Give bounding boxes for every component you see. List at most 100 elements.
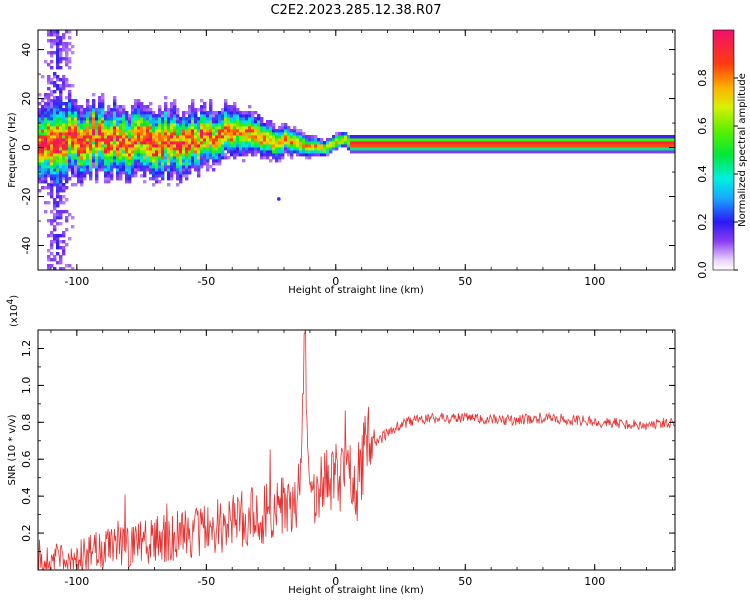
heatmap-cell <box>248 129 252 133</box>
heatmap-cell <box>455 150 459 154</box>
heatmap-cell <box>47 123 51 127</box>
heatmap-cell <box>197 147 201 151</box>
heatmap-cell <box>182 135 186 139</box>
heatmap-cell <box>218 150 222 154</box>
heatmap-cell <box>392 138 396 142</box>
heatmap-cell <box>365 144 369 148</box>
heatmap-cell <box>161 120 165 124</box>
heatmap-cell <box>62 231 66 235</box>
heatmap-cell <box>506 147 510 151</box>
heatmap-cell <box>230 132 234 136</box>
heatmap-cell <box>122 135 126 139</box>
heatmap-cell <box>626 135 630 139</box>
heatmap-cell <box>53 33 57 37</box>
heatmap-cell <box>41 147 45 151</box>
heatmap-cell <box>68 135 72 139</box>
heatmap-cell <box>59 156 63 160</box>
heatmap-cell <box>53 42 57 46</box>
heatmap-cell <box>80 147 84 151</box>
heatmap-cell <box>86 153 90 157</box>
heatmap-cell <box>50 129 54 133</box>
heatmap-cell <box>440 144 444 148</box>
heatmap-cell <box>647 144 651 148</box>
heatmap-cell <box>173 135 177 139</box>
heatmap-cell <box>242 153 246 157</box>
heatmap-cell <box>101 114 105 118</box>
heatmap-cell <box>56 138 60 142</box>
heatmap-cell <box>284 129 288 133</box>
heatmap-cell <box>242 123 246 127</box>
heatmap-cell <box>143 105 147 109</box>
heatmap-cell <box>404 147 408 151</box>
heatmap-cell <box>83 171 87 175</box>
heatmap-cell <box>242 150 246 154</box>
heatmap-cell <box>131 114 135 118</box>
heatmap-cell <box>167 168 171 172</box>
heatmap-cell <box>53 132 57 136</box>
heatmap-cell <box>149 126 153 130</box>
heatmap-cell <box>197 153 201 157</box>
heatmap-cell <box>377 150 381 154</box>
heatmap-cell <box>152 150 156 154</box>
heatmap-cell <box>248 144 252 148</box>
heatmap-cell <box>272 144 276 148</box>
heatmap-cell <box>53 90 57 94</box>
heatmap-cell <box>80 126 84 130</box>
heatmap-cell <box>299 135 303 139</box>
heatmap-cell <box>155 135 159 139</box>
heatmap-cell <box>248 150 252 154</box>
heatmap-cell <box>212 120 216 124</box>
heatmap-cell <box>275 138 279 142</box>
heatmap-cell <box>98 138 102 142</box>
heatmap-cell <box>80 108 84 112</box>
heatmap-cell <box>578 150 582 154</box>
heatmap-cell <box>185 144 189 148</box>
heatmap-cell <box>266 123 270 127</box>
heatmap-cell <box>647 141 651 145</box>
heatmap-cell <box>131 156 135 160</box>
heatmap-cell <box>557 141 561 145</box>
heatmap-cell <box>518 144 522 148</box>
heatmap-cell <box>158 111 162 115</box>
heatmap-cell <box>314 141 318 145</box>
heatmap-cell <box>164 117 168 121</box>
heatmap-cell <box>185 165 189 169</box>
heatmap-cell <box>263 156 267 160</box>
heatmap-cell <box>302 147 306 151</box>
heatmap-cell <box>113 156 117 160</box>
heatmap-cell <box>158 150 162 154</box>
heatmap-cell <box>314 135 318 139</box>
heatmap-cell <box>53 180 57 184</box>
heatmap-cell <box>281 156 285 160</box>
heatmap-cell <box>68 168 72 172</box>
heatmap-cell <box>548 138 552 142</box>
heatmap-cell <box>356 144 360 148</box>
heatmap-cell <box>128 141 132 145</box>
heatmap-cell <box>449 138 453 142</box>
heatmap-cell <box>56 132 60 136</box>
heatmap-cell <box>98 99 102 103</box>
heatmap-cell <box>71 51 75 55</box>
heatmap-cell <box>215 132 219 136</box>
heatmap-cell <box>383 147 387 151</box>
heatmap-cell <box>194 123 198 127</box>
heatmap-cell <box>509 147 513 151</box>
heatmap-cell <box>119 165 123 169</box>
heatmap-cell <box>305 156 309 160</box>
heatmap-cell <box>176 126 180 130</box>
heatmap-cell <box>608 141 612 145</box>
heatmap-cell <box>218 135 222 139</box>
heatmap-cell <box>101 117 105 121</box>
heatmap-cell <box>584 147 588 151</box>
heatmap-cell <box>500 150 504 154</box>
heatmap-cell <box>44 210 48 214</box>
heatmap-cell <box>149 102 153 106</box>
heatmap-cell <box>191 144 195 148</box>
heatmap-cell <box>179 165 183 169</box>
heatmap-cell <box>248 105 252 109</box>
heatmap-cell <box>215 114 219 118</box>
heatmap-cell <box>197 168 201 172</box>
heatmap-cell <box>437 144 441 148</box>
heatmap-cell <box>317 144 321 148</box>
heatmap-cell <box>89 171 93 175</box>
